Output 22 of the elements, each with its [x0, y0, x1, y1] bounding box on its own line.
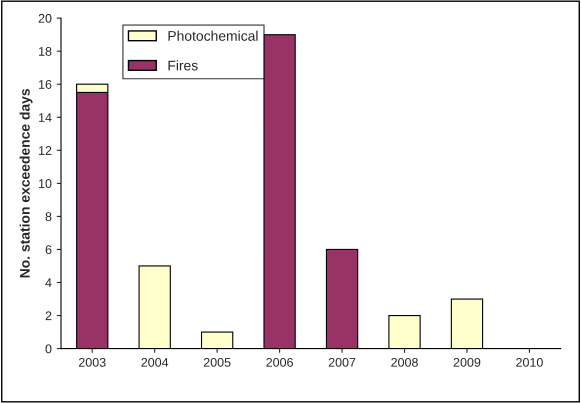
x-tick-label: 2007 [328, 358, 356, 367]
y-tick-label: 8 [46, 212, 52, 222]
legend-label: Photochemical [168, 30, 258, 41]
y-tick-label: 20 [38, 14, 52, 23]
x-tick-label: 2009 [454, 358, 480, 367]
y-tick-label: 10 [39, 179, 52, 188]
y-tick-label: 0 [46, 344, 52, 354]
legend-label: Fires [168, 60, 198, 70]
x-tick-label: 2004 [141, 358, 168, 367]
x-tick-label: 2008 [391, 358, 418, 367]
x-tick-label: 2003 [78, 358, 106, 367]
y-tick-label: 4 [45, 278, 52, 288]
x-tick-label: 2006 [266, 358, 293, 367]
y-axis-title: No. station exceedence days [20, 88, 33, 278]
y-tick-label: 14 [39, 113, 52, 122]
y-tick-label: 18 [39, 46, 52, 56]
y-tick-label: 2 [46, 311, 52, 320]
x-tick-label: 2005 [204, 358, 231, 367]
y-tick-label: 16 [39, 80, 52, 89]
y-tick-label: 12 [39, 146, 52, 155]
x-tick-label: 2010 [516, 358, 543, 367]
y-tick-label: 6 [46, 245, 52, 254]
